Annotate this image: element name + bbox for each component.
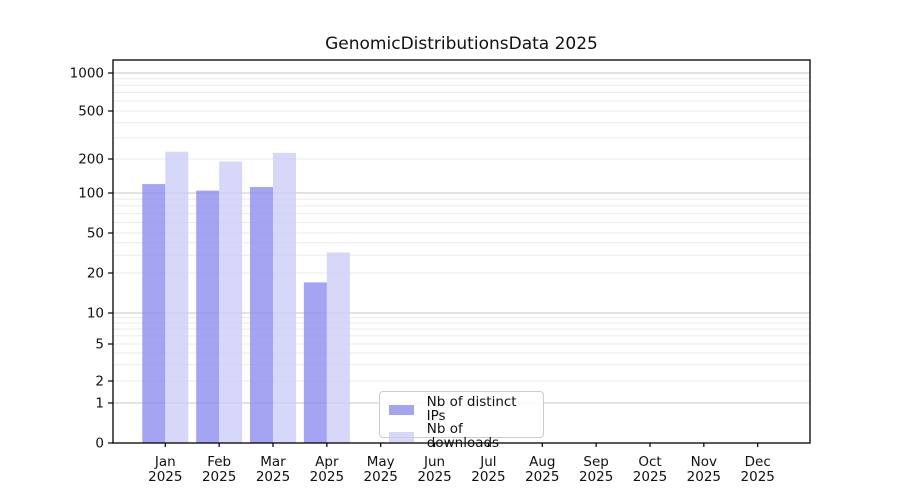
- bar-nb-of-distinct-ips-feb-2025: [196, 190, 220, 443]
- chart-title: GenomicDistributionsData 2025: [325, 34, 598, 54]
- bar-nb-of-distinct-ips-jan-2025: [142, 184, 166, 443]
- legend-item-downloads: Nb of downloads: [389, 421, 534, 451]
- legend-label-distinct-ips: Nb of distinct IPs: [426, 394, 517, 424]
- legend-swatch-distinct-ips-icon: [389, 404, 414, 415]
- x-axis-tick-label-year: 2025: [579, 469, 613, 485]
- bar-nb-of-downloads-mar-2025: [273, 152, 297, 443]
- plot-frame: [112, 59, 811, 444]
- x-axis-tick-label-year: 2025: [364, 469, 398, 485]
- y-axis-tick-label: 200: [78, 152, 104, 168]
- y-axis-tick-label: 0: [95, 436, 104, 452]
- x-axis-tick-label-year: 2025: [741, 469, 775, 485]
- y-axis-tick-label: 1: [95, 396, 104, 412]
- x-axis-tick-label-year: 2025: [687, 469, 721, 485]
- bar-nb-of-downloads-feb-2025: [219, 161, 243, 443]
- x-axis-tick-label-year: 2025: [310, 469, 344, 485]
- x-axis-tick-label-year: 2025: [417, 469, 451, 485]
- y-axis-tick-label: 100: [78, 186, 104, 202]
- x-axis-tick-label-month: Dec: [745, 454, 771, 470]
- legend-label-downloads: Nb of downloads: [426, 421, 500, 451]
- bars: [142, 151, 350, 443]
- x-axis-tick-label-month: May: [367, 454, 395, 470]
- y-axis-tick-label: 50: [87, 226, 104, 242]
- x-axis-tick-label-month: Aug: [529, 454, 555, 470]
- y-axis-tick-label: 1000: [70, 66, 104, 82]
- bar-nb-of-distinct-ips-apr-2025: [303, 282, 327, 443]
- legend-item-distinct-ips: Nb of distinct IPs: [389, 394, 534, 424]
- x-axis-tick-label-month: Jul: [479, 454, 496, 470]
- y-axis-tick-label: 500: [78, 104, 104, 120]
- legend-swatch-downloads-icon: [389, 431, 414, 442]
- y-axis-tick-label: 20: [87, 266, 104, 282]
- x-axis-tick-label-month: Feb: [207, 454, 231, 470]
- y-axis-tick-label: 2: [95, 374, 104, 390]
- x-axis-tick-label-year: 2025: [633, 469, 667, 485]
- x-axis-tick-label-month: Nov: [691, 454, 717, 470]
- bar-nb-of-downloads-jan-2025: [165, 151, 189, 443]
- x-axis-tick-label-month: Jan: [154, 454, 176, 470]
- x-axis-tick-label-month: Oct: [638, 454, 661, 470]
- legend: Nb of distinct IPs Nb of downloads: [379, 391, 544, 449]
- x-axis-tick-label-year: 2025: [148, 469, 182, 485]
- x-axis-tick-label-month: Mar: [260, 454, 286, 470]
- x-axis-tick-label-month: Apr: [315, 454, 339, 470]
- x-axis-tick-label-month: Sep: [583, 454, 608, 470]
- y-axis: 0 1 2 5 10 20 50 100 200 500 1000: [70, 66, 113, 452]
- bar-nb-of-downloads-apr-2025: [326, 252, 350, 443]
- x-axis-tick-label-year: 2025: [525, 469, 559, 485]
- x-axis-tick-label-year: 2025: [202, 469, 236, 485]
- x-axis-tick-label-year: 2025: [471, 469, 505, 485]
- x-axis: Jan2025Feb2025Mar2025Apr2025May2025Jun20…: [148, 443, 775, 485]
- y-axis-tick-label: 5: [95, 337, 104, 353]
- x-axis-tick-label-month: Jun: [423, 454, 445, 470]
- x-axis-tick-label-year: 2025: [256, 469, 290, 485]
- bar-nb-of-distinct-ips-mar-2025: [250, 187, 274, 443]
- y-axis-tick-label: 10: [87, 306, 104, 322]
